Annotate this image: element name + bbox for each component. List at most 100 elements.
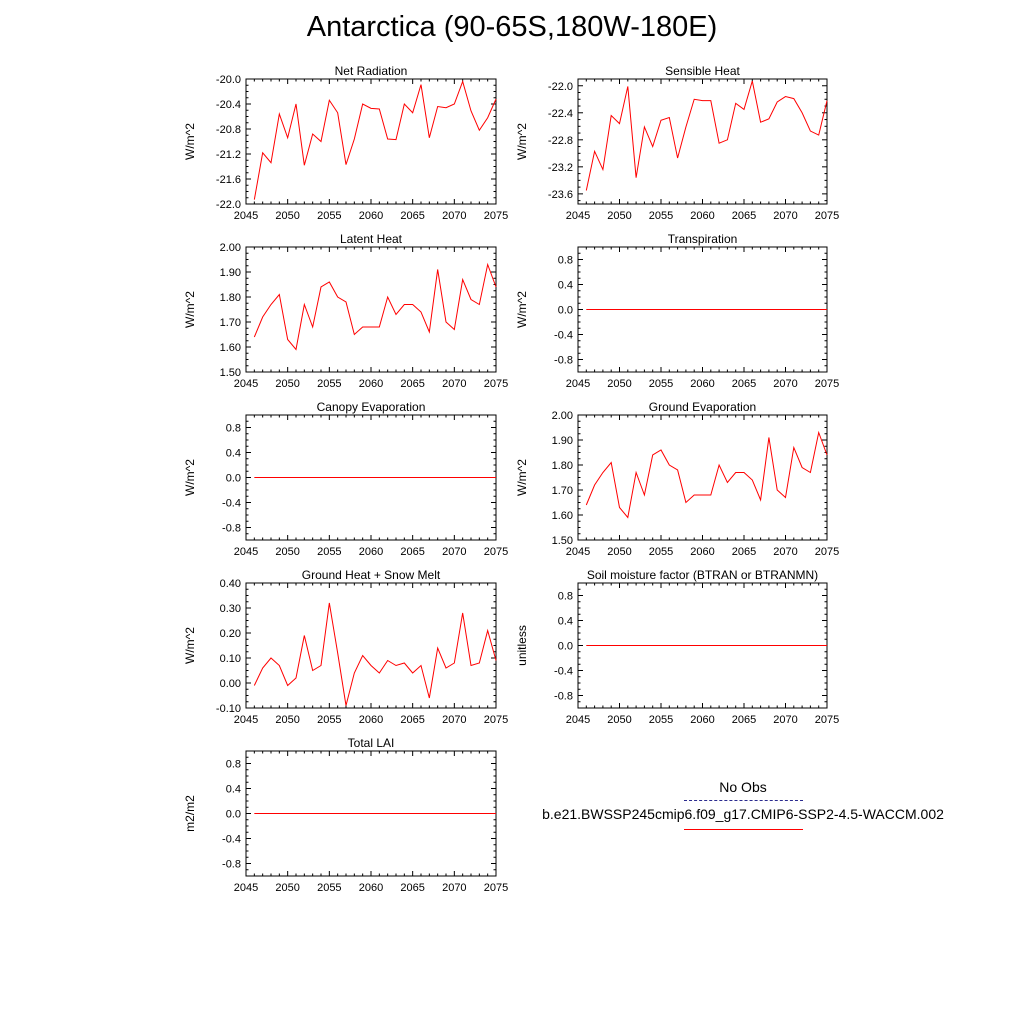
panel-title: Soil moisture factor (BTRAN or BTRANMN) [587,568,818,582]
y-axis-label: W/m^2 [183,291,197,328]
y-tick-label: -22.8 [548,135,573,147]
x-tick-label: 2065 [732,378,756,390]
legend-case-swatch [684,829,803,830]
x-tick-label: 2070 [773,378,797,390]
y-tick-label: -0.8 [222,859,241,871]
x-tick-label: 2045 [566,714,590,726]
y-tick-label: 1.50 [552,535,573,547]
panel-4: Transpiration 2045 2050 2055 2060 2065 2070 207… [515,232,839,390]
x-tick-label: 2050 [607,714,631,726]
y-tick-label: 1.60 [552,510,573,522]
panel-7: Ground Heat + Snow Melt 2045 2050 2055 2060 2… [183,568,508,726]
x-tick-label: 2045 [566,378,590,390]
x-tick-label: 2060 [359,882,383,894]
x-tick-label: 2045 [234,714,258,726]
panel-1: Net Radiation 2045 2050 2055 2060 2065 2070 207… [183,64,508,222]
x-tick-label: 2055 [649,378,673,390]
y-tick-label: -0.8 [554,355,573,367]
y-tick-label: -20.4 [216,99,241,111]
legend-obs-swatch [684,800,803,801]
y-tick-label: 1.90 [220,267,241,279]
panel-5: Canopy Evaporation 2045 2050 2055 2060 2065 20… [183,400,508,558]
y-tick-label: -0.4 [222,498,241,510]
y-axis-label: W/m^2 [183,459,197,496]
panel-3: Latent Heat 2045 2050 2055 2060 2065 2070 2075 2… [183,232,508,390]
x-tick-label: 2060 [690,714,714,726]
plot-frame [245,582,497,709]
x-tick-label: 2045 [566,546,590,558]
y-tick-label: -21.2 [216,149,241,161]
y-tick-label: 1.90 [552,435,573,447]
y-tick-label: 0.8 [558,591,573,603]
y-tick-label: -0.10 [216,703,241,715]
x-tick-label: 2050 [275,714,299,726]
x-tick-label: 2075 [815,210,839,222]
y-tick-label: 0.00 [220,678,241,690]
x-tick-label: 2050 [607,546,631,558]
x-tick-label: 2050 [275,378,299,390]
series-line [253,602,497,706]
y-axis-label: unitless [515,625,529,666]
x-tick-label: 2055 [649,714,673,726]
y-axis-label: W/m^2 [183,123,197,160]
y-tick-label: 0.8 [226,423,241,435]
x-tick-label: 2045 [234,882,258,894]
y-tick-label: -20.0 [216,74,241,86]
panel-title: Total LAI [348,736,395,750]
x-tick-label: 2065 [400,546,424,558]
x-tick-label: 2060 [359,378,383,390]
x-tick-label: 2065 [400,882,424,894]
x-tick-label: 2070 [442,546,466,558]
legend-case-label: b.e21.BWSSP245cmip6.f09_g17.CMIP6-SSP2-4… [542,806,944,822]
panel-title: Latent Heat [340,232,403,246]
plot-frame [245,78,497,205]
x-tick-label: 2045 [234,210,258,222]
y-axis-label: W/m^2 [515,291,529,328]
x-tick-label: 2060 [359,210,383,222]
y-tick-label: 0.40 [220,578,241,590]
y-axis-label: W/m^2 [515,123,529,160]
x-tick-label: 2050 [275,882,299,894]
y-tick-label: 0.8 [558,255,573,267]
panel-title: Net Radiation [335,64,408,78]
panel-2: Sensible Heat 2045 2050 2055 2060 2065 2070 207… [515,64,839,222]
x-tick-label: 2075 [815,714,839,726]
y-tick-label: -0.4 [222,834,241,846]
x-tick-label: 2050 [275,210,299,222]
x-tick-label: 2045 [566,210,590,222]
x-tick-label: 2065 [732,714,756,726]
y-tick-label: 1.70 [220,317,241,329]
x-tick-label: 2050 [275,546,299,558]
series-line [253,79,497,200]
x-tick-label: 2070 [442,378,466,390]
x-tick-label: 2075 [815,546,839,558]
y-tick-label: -22.4 [548,108,573,120]
panel-title: Ground Evaporation [649,400,756,414]
y-tick-label: 0.4 [226,784,241,796]
x-tick-label: 2055 [649,210,673,222]
x-tick-label: 2055 [317,378,341,390]
y-tick-label: -23.6 [548,189,573,201]
x-tick-label: 2065 [732,210,756,222]
x-tick-label: 2070 [773,714,797,726]
panel-title: Sensible Heat [665,64,740,78]
x-tick-label: 2055 [649,546,673,558]
x-tick-label: 2065 [732,546,756,558]
y-axis-label: W/m^2 [183,627,197,664]
x-tick-label: 2075 [484,546,508,558]
y-tick-label: 0.4 [558,280,573,292]
y-tick-label: 0.4 [558,616,573,628]
y-tick-label: 2.00 [220,242,241,254]
y-tick-label: 0.20 [220,628,241,640]
y-tick-label: 0.4 [226,448,241,460]
x-tick-label: 2045 [234,546,258,558]
x-tick-label: 2065 [400,210,424,222]
x-tick-label: 2075 [484,378,508,390]
y-tick-label: -23.2 [548,162,573,174]
y-axis-label: W/m^2 [515,459,529,496]
series-line [585,430,828,519]
x-tick-label: 2055 [317,546,341,558]
x-tick-label: 2065 [400,714,424,726]
x-tick-label: 2065 [400,378,424,390]
y-tick-label: -22.0 [548,81,573,93]
